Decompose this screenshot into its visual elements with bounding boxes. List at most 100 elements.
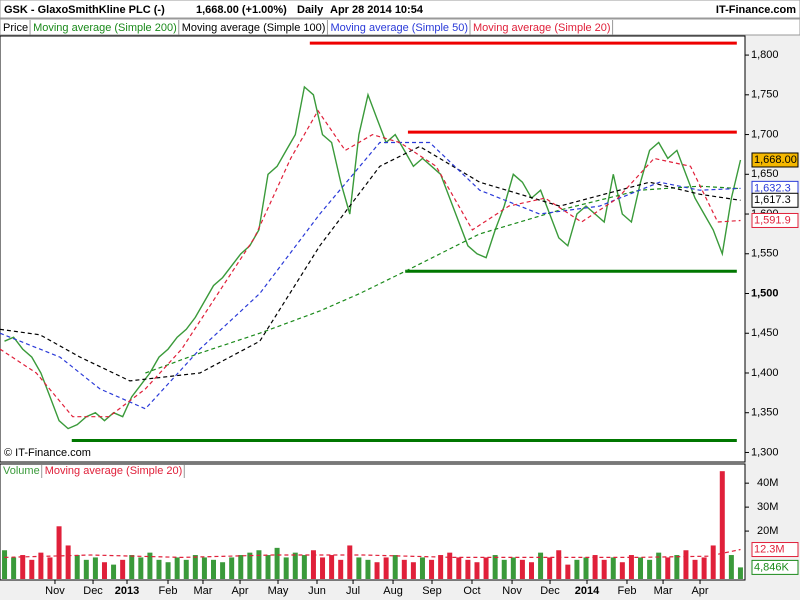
volume-bar bbox=[165, 562, 171, 579]
last-value-label: 1,632.3 bbox=[754, 182, 791, 194]
volume-bar bbox=[528, 562, 534, 579]
volume-bar bbox=[101, 562, 107, 579]
moving-average bbox=[0, 141, 741, 410]
last-value-box bbox=[751, 152, 799, 168]
volume-bar bbox=[565, 564, 571, 579]
quote: 1,668.00 (+1.00%) bbox=[196, 4, 287, 16]
header-bar bbox=[0, 0, 800, 19]
volume-bar bbox=[728, 555, 734, 579]
volume-bar bbox=[56, 526, 62, 579]
volume-bar bbox=[665, 557, 671, 579]
last-value-box bbox=[751, 212, 799, 228]
volume-bar bbox=[401, 559, 407, 579]
volume-bar bbox=[265, 555, 271, 579]
volume-bar bbox=[674, 555, 680, 579]
volume-bar bbox=[574, 559, 580, 579]
volume-bar bbox=[710, 545, 716, 579]
volume-bar bbox=[456, 557, 462, 579]
volume-bar bbox=[383, 557, 389, 579]
volume-bar bbox=[438, 555, 444, 579]
volume-bar bbox=[20, 555, 26, 579]
volume-moving-average bbox=[4, 548, 741, 559]
volume-bar bbox=[38, 552, 44, 579]
volume-legend-entry: Moving average (Simple 20) bbox=[45, 465, 183, 477]
x-tick-label: Feb bbox=[159, 585, 178, 597]
x-tick-label: Dec bbox=[540, 585, 560, 597]
volume-bar bbox=[247, 552, 253, 579]
volume-bar bbox=[320, 557, 326, 579]
y-tick-label: 1,650 bbox=[751, 168, 779, 180]
volume-bar bbox=[419, 557, 425, 579]
volume-bar bbox=[2, 550, 8, 579]
legend-entry: Moving average (Simple 50) bbox=[330, 22, 468, 34]
volume-bar bbox=[329, 555, 335, 579]
x-tick-label: Jun bbox=[308, 585, 326, 597]
volume-bar bbox=[556, 550, 562, 579]
price-line bbox=[4, 85, 742, 430]
volume-bar bbox=[129, 555, 135, 579]
volume-bar bbox=[310, 550, 316, 579]
y-tick-label: 1,800 bbox=[751, 49, 779, 61]
volume-bar bbox=[547, 557, 553, 579]
volume-bar bbox=[410, 562, 416, 579]
period: Daily bbox=[297, 4, 324, 16]
x-tick-label: 2014 bbox=[575, 585, 600, 597]
last-value-label: 4,846K bbox=[754, 561, 790, 573]
volume-bar bbox=[83, 559, 89, 579]
volume-bar bbox=[374, 562, 380, 579]
x-tick-label: Apr bbox=[231, 585, 248, 597]
volume-bar bbox=[256, 550, 262, 579]
volume-bar bbox=[510, 557, 516, 579]
legend-bar bbox=[0, 18, 800, 36]
volume-bar bbox=[29, 559, 35, 579]
brand: IT-Finance.com bbox=[716, 4, 796, 16]
y-tick-label: 1,550 bbox=[751, 248, 779, 260]
x-tick-label: Jul bbox=[346, 585, 360, 597]
volume-bar bbox=[737, 567, 743, 579]
volume-bar bbox=[465, 559, 471, 579]
volume-bar bbox=[656, 552, 662, 579]
y-tick-label: 1,500 bbox=[751, 287, 779, 299]
volume-bar bbox=[392, 555, 398, 579]
moving-average bbox=[145, 185, 741, 374]
moving-average bbox=[0, 145, 741, 382]
volume-bar bbox=[483, 557, 489, 579]
last-value-label: 1,591.9 bbox=[754, 214, 791, 226]
x-tick-label: Oct bbox=[463, 585, 480, 597]
last-value-box bbox=[751, 192, 799, 208]
volume-bar bbox=[447, 552, 453, 579]
volume-bar bbox=[610, 557, 616, 579]
volume-bar bbox=[519, 559, 525, 579]
volume-y-tick-label: 40M bbox=[757, 477, 778, 489]
volume-bar bbox=[120, 559, 126, 579]
legend-entry: Moving average (Simple 200) bbox=[33, 22, 177, 34]
volume-bar bbox=[347, 545, 353, 579]
volume-bar bbox=[592, 555, 598, 579]
x-tick-label: Sep bbox=[422, 585, 442, 597]
x-tick-label: Nov bbox=[45, 585, 65, 597]
volume-bar bbox=[701, 557, 707, 579]
volume-bar bbox=[229, 557, 235, 579]
volume-bar bbox=[111, 564, 117, 579]
y-tick-label: 1,300 bbox=[751, 446, 779, 458]
volume-bar bbox=[292, 552, 298, 579]
y-tick-label: 1,400 bbox=[751, 367, 779, 379]
volume-bar bbox=[238, 555, 244, 579]
last-value-label: 1,617.3 bbox=[754, 194, 791, 206]
timestamp: Apr 28 2014 10:54 bbox=[330, 4, 424, 16]
last-value-label: 12.3M bbox=[754, 543, 785, 555]
x-tick-label: Mar bbox=[193, 585, 212, 597]
x-tick-label: Mar bbox=[654, 585, 673, 597]
volume-bar bbox=[538, 552, 544, 579]
volume-y-tick-label: 30M bbox=[757, 501, 778, 513]
title: GSK - GlaxoSmithKline PLC (-) bbox=[4, 4, 165, 16]
volume-bar bbox=[211, 559, 217, 579]
volume-bar bbox=[147, 552, 153, 579]
volume-bar bbox=[601, 559, 607, 579]
x-tick-label: 2013 bbox=[115, 585, 139, 597]
volume-bar bbox=[301, 555, 307, 579]
volume-bar bbox=[174, 557, 180, 579]
moving-average bbox=[0, 109, 741, 418]
volume-bar bbox=[283, 557, 289, 579]
